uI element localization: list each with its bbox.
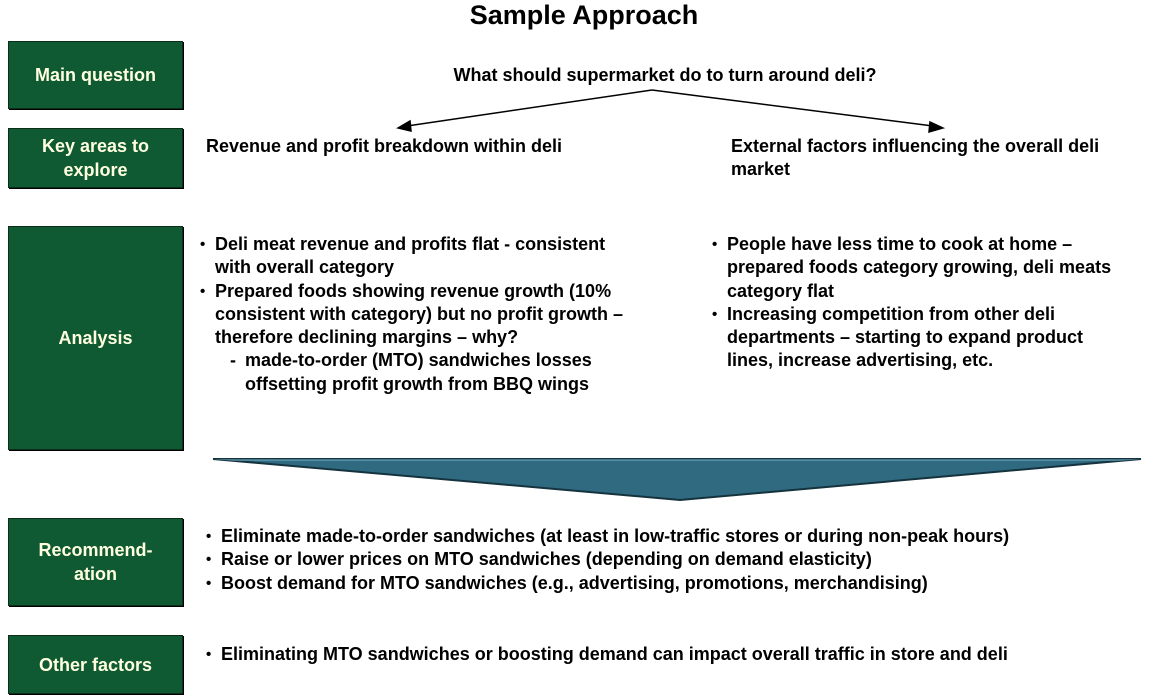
analysis-left-item: Deli meat revenue and profits flat - con… xyxy=(200,233,645,280)
branch-arrow-right-head xyxy=(928,120,946,134)
label-analysis-text: Analysis xyxy=(58,328,133,348)
analysis-left-item-text: Prepared foods showing revenue growth (1… xyxy=(215,280,623,348)
label-recommendation-text: Recommend-ation xyxy=(38,540,153,584)
label-recommendation: Recommend-ation xyxy=(8,518,183,606)
analysis-right: People have less time to cook at home – … xyxy=(712,233,1117,373)
recommendation-item: Eliminate made-to-order sandwiches (at l… xyxy=(206,525,1126,549)
label-main-question: Main question xyxy=(8,41,183,109)
branch-arrows xyxy=(395,89,946,134)
funnel-arrow xyxy=(212,458,1142,502)
key-area-right: External factors influencing the overall… xyxy=(731,136,1100,179)
label-other-factors: Other factors xyxy=(8,635,183,694)
other-factors-item: Eliminating MTO sandwiches or boosting d… xyxy=(206,643,1126,667)
key-area-left: Revenue and profit breakdown within deli xyxy=(206,136,563,156)
recommendation-list: Eliminate made-to-order sandwiches (at l… xyxy=(206,525,1126,595)
label-key-areas-text: Key areas to explore xyxy=(41,136,150,180)
main-question-text: What should supermarket do to turn aroun… xyxy=(453,65,877,85)
label-analysis: Analysis xyxy=(8,226,183,450)
analysis-left-item: Prepared foods showing revenue growth (1… xyxy=(200,280,645,396)
funnel-arrow-highlight xyxy=(213,459,1141,461)
branch-arrow-left-head xyxy=(395,119,412,132)
page-title: Sample Approach xyxy=(469,0,699,30)
branch-arrow-right-line xyxy=(651,89,934,127)
label-main-question-text: Main question xyxy=(35,65,156,85)
analysis-left-subitem: made-to-order (MTO) sandwiches losses of… xyxy=(230,349,645,396)
branch-arrow-left-line xyxy=(406,89,653,127)
analysis-right-item: People have less time to cook at home – … xyxy=(712,233,1117,303)
label-key-areas: Key areas to explore xyxy=(8,128,183,188)
recommendation-item: Raise or lower prices on MTO sandwiches … xyxy=(206,548,1126,572)
recommendation-item: Boost demand for MTO sandwiches (e.g., a… xyxy=(206,572,1126,596)
analysis-right-item: Increasing competition from other deli d… xyxy=(712,303,1117,373)
other-factors-list: Eliminating MTO sandwiches or boosting d… xyxy=(206,643,1126,667)
analysis-left: Deli meat revenue and profits flat - con… xyxy=(200,233,645,396)
label-other-factors-text: Other factors xyxy=(38,654,153,675)
